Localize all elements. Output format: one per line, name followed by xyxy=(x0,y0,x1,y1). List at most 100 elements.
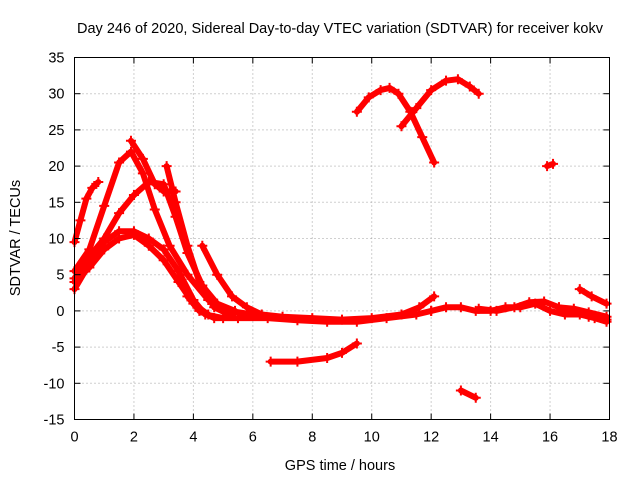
data-point xyxy=(545,305,556,316)
data-point xyxy=(292,356,303,367)
data-point xyxy=(351,338,362,349)
chart-title: Day 246 of 2020, Sidereal Day-to-day VTE… xyxy=(77,21,604,37)
x-tick-label: 18 xyxy=(601,430,617,446)
data-point xyxy=(182,291,193,302)
data-point xyxy=(429,291,440,302)
data-point xyxy=(509,302,520,313)
x-tick-label: 2 xyxy=(130,430,138,446)
y-tick-label: 30 xyxy=(48,87,64,103)
data-point xyxy=(161,161,172,172)
data-point xyxy=(197,240,208,251)
data-point xyxy=(114,208,125,219)
series-arc-15 xyxy=(455,385,481,403)
trace-layer xyxy=(69,74,612,403)
series-arc-9 xyxy=(197,240,440,325)
data-point xyxy=(99,244,110,255)
data-point xyxy=(227,291,238,302)
data-point xyxy=(128,229,139,240)
data-point xyxy=(149,179,160,190)
series-arc-11 xyxy=(351,82,440,168)
data-point xyxy=(455,302,466,313)
series-arc-1 xyxy=(69,177,104,248)
data-point xyxy=(586,291,597,302)
data-point xyxy=(470,392,481,403)
data-point xyxy=(182,240,193,251)
data-point xyxy=(125,135,136,146)
data-point xyxy=(137,168,148,179)
x-tick-label: 6 xyxy=(249,430,257,446)
data-point xyxy=(491,305,502,316)
data-point xyxy=(384,82,395,93)
data-point xyxy=(307,313,318,324)
data-point xyxy=(158,244,169,255)
data-point xyxy=(455,385,466,396)
data-point xyxy=(337,314,347,325)
data-point xyxy=(158,186,169,197)
tick-layer: 0 2 4 6 8 10 12 14 16 18 -15 -10 -5 0 5 10 15 20 25 30 35 xyxy=(44,51,618,446)
data-point xyxy=(149,204,160,215)
data-point xyxy=(524,297,535,308)
data-point xyxy=(84,262,95,273)
data-point xyxy=(256,309,267,320)
y-tick-label: -5 xyxy=(52,340,65,356)
data-point xyxy=(170,197,181,208)
data-point xyxy=(173,276,184,287)
data-point xyxy=(212,269,223,280)
data-point xyxy=(125,146,136,157)
y-tick-label: 15 xyxy=(48,195,64,211)
series-arc-10 xyxy=(265,338,362,367)
data-point xyxy=(137,153,148,164)
data-point xyxy=(194,276,205,287)
data-point xyxy=(396,309,407,320)
data-point xyxy=(87,182,98,193)
y-tick-label: -15 xyxy=(44,413,65,429)
y-tick-label: 5 xyxy=(56,268,64,284)
x-axis-label: GPS time / hours xyxy=(285,458,395,474)
data-point xyxy=(426,85,437,96)
data-point xyxy=(194,305,205,316)
data-point xyxy=(542,161,553,172)
data-point xyxy=(230,305,240,316)
x-tick-label: 8 xyxy=(308,430,316,446)
data-point xyxy=(568,303,579,314)
data-point xyxy=(93,177,104,188)
data-point xyxy=(277,311,288,322)
data-point xyxy=(182,269,193,280)
y-tick-label: -10 xyxy=(44,376,65,392)
y-tick-label: 0 xyxy=(56,304,64,320)
data-point xyxy=(241,302,252,313)
data-point xyxy=(553,302,564,313)
data-point xyxy=(322,352,333,363)
grid-layer xyxy=(74,57,610,420)
series-arc-16 xyxy=(542,158,559,172)
series-line xyxy=(71,231,212,318)
data-point xyxy=(411,103,422,114)
data-point xyxy=(441,302,452,313)
data-point xyxy=(164,240,175,251)
data-point xyxy=(396,121,407,132)
series-arc-7 xyxy=(161,161,235,320)
data-point xyxy=(539,296,550,307)
data-point xyxy=(426,305,437,316)
data-point xyxy=(417,132,428,143)
x-tick-label: 4 xyxy=(189,430,197,446)
data-point xyxy=(209,302,220,313)
data-point xyxy=(452,74,463,85)
y-tick-label: 25 xyxy=(48,123,64,139)
data-point xyxy=(548,158,559,169)
data-point xyxy=(464,81,475,92)
data-point xyxy=(114,233,125,244)
data-point xyxy=(209,313,220,324)
series-arc-12 xyxy=(396,74,484,132)
data-point xyxy=(143,240,154,251)
series-line xyxy=(556,304,610,320)
data-point xyxy=(473,303,484,314)
series-arc-17 xyxy=(574,284,612,309)
data-point xyxy=(473,88,484,99)
data-point xyxy=(441,75,452,86)
series-line xyxy=(457,387,479,401)
data-point xyxy=(429,157,440,168)
data-point xyxy=(114,157,125,168)
